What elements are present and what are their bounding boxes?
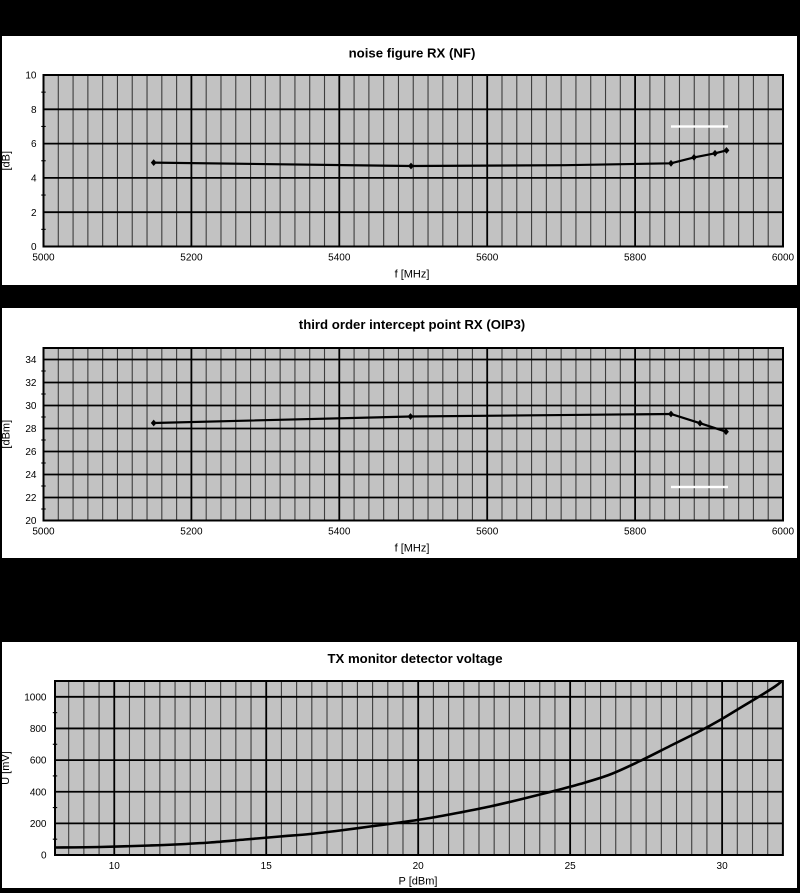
svg-text:0: 0 — [41, 851, 47, 862]
svg-text:24: 24 — [25, 470, 37, 481]
svg-text:1000: 1000 — [24, 692, 47, 703]
svg-text:20: 20 — [413, 861, 425, 872]
svg-text:5800: 5800 — [624, 527, 647, 538]
svg-text:32: 32 — [25, 378, 37, 389]
svg-text:[dBm]: [dBm] — [1, 420, 13, 449]
svg-text:800: 800 — [30, 724, 47, 735]
svg-text:5800: 5800 — [624, 253, 647, 264]
svg-text:5000: 5000 — [32, 253, 55, 264]
svg-text:5000: 5000 — [32, 527, 55, 538]
svg-text:28: 28 — [25, 424, 37, 435]
svg-text:third order intercept point RX: third order intercept point RX (OIP3) — [299, 317, 525, 332]
svg-text:noise figure RX (NF): noise figure RX (NF) — [349, 46, 476, 61]
svg-text:4: 4 — [31, 174, 37, 185]
svg-text:0: 0 — [31, 242, 37, 253]
svg-text:U [mV]: U [mV] — [0, 751, 12, 785]
svg-text:30: 30 — [25, 401, 37, 412]
svg-text:f [MHz]: f [MHz] — [395, 269, 430, 281]
svg-text:34: 34 — [25, 355, 37, 366]
svg-text:10: 10 — [25, 71, 37, 82]
svg-text:8: 8 — [31, 105, 37, 116]
svg-text:10: 10 — [109, 861, 121, 872]
svg-text:5400: 5400 — [328, 253, 351, 264]
svg-text:2: 2 — [31, 208, 37, 219]
svg-text:25: 25 — [565, 861, 577, 872]
svg-text:20: 20 — [25, 516, 37, 527]
svg-text:P [dBm]: P [dBm] — [399, 876, 438, 888]
svg-text:6000: 6000 — [772, 253, 795, 264]
svg-text:TX monitor detector voltage: TX monitor detector voltage — [327, 651, 502, 666]
svg-text:30: 30 — [717, 861, 729, 872]
svg-text:200: 200 — [30, 819, 47, 830]
svg-text:6000: 6000 — [772, 527, 795, 538]
svg-text:5400: 5400 — [328, 527, 351, 538]
svg-text:26: 26 — [25, 447, 37, 458]
svg-text:6: 6 — [31, 139, 37, 150]
svg-text:15: 15 — [261, 861, 273, 872]
svg-text:600: 600 — [30, 756, 47, 767]
svg-text:5600: 5600 — [476, 253, 499, 264]
svg-text:400: 400 — [30, 787, 47, 798]
svg-text:22: 22 — [25, 493, 37, 504]
svg-text:5200: 5200 — [180, 253, 203, 264]
svg-text:f [MHz]: f [MHz] — [395, 543, 430, 555]
svg-text:[dB]: [dB] — [1, 151, 13, 171]
svg-text:5600: 5600 — [476, 527, 499, 538]
svg-text:5200: 5200 — [180, 527, 203, 538]
